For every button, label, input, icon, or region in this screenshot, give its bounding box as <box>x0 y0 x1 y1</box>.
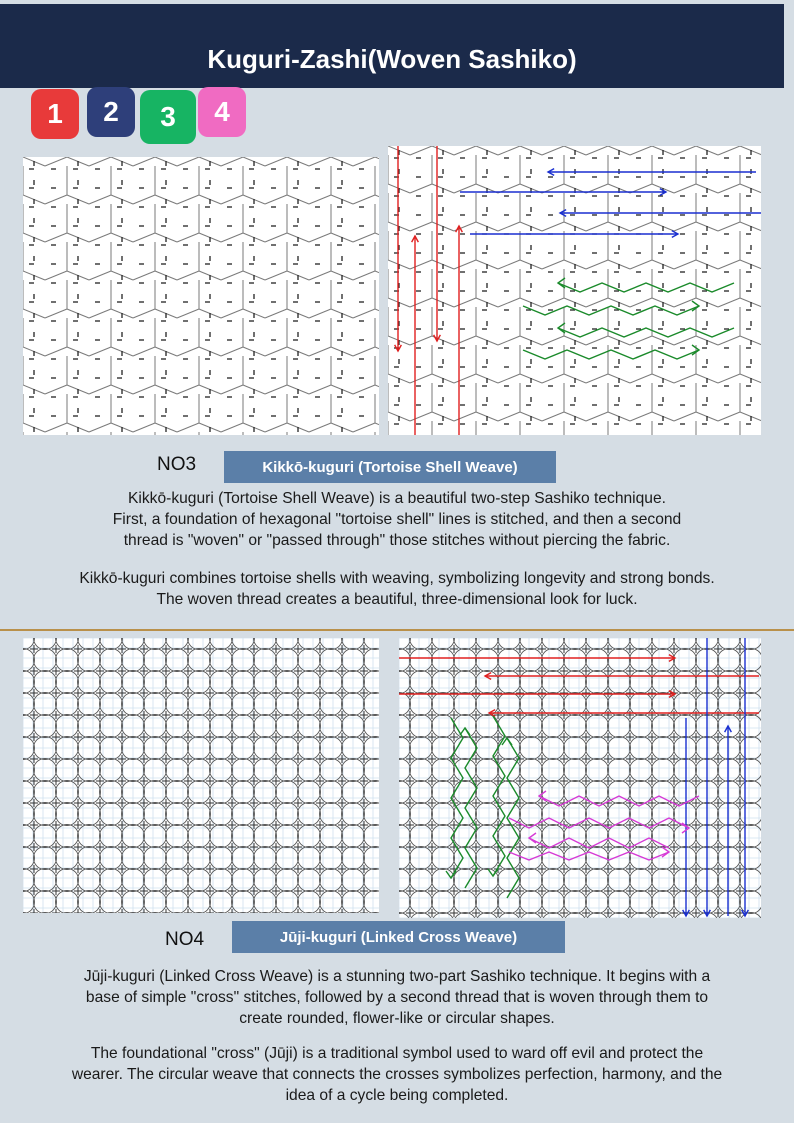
tab-2[interactable]: 2 <box>87 87 135 137</box>
tab-1[interactable]: 1 <box>31 89 79 139</box>
hexagon-woven-svg <box>388 146 761 435</box>
tab-3[interactable]: 3 <box>140 90 196 144</box>
tab-4[interactable]: 4 <box>198 87 246 137</box>
kikko-base-pattern <box>23 157 379 435</box>
page-title: Kuguri-Zashi(Woven Sashiko) <box>207 43 577 74</box>
section4-number: NO4 <box>165 929 205 950</box>
hexagon-pattern-svg <box>23 157 379 435</box>
section3-number: NO3 <box>157 454 197 475</box>
section3-symbolism: Kikkō-kuguri combines tortoise shells wi… <box>79 570 715 608</box>
section3-title: Kikkō-kuguri (Tortoise Shell Weave) <box>224 451 556 483</box>
cross-woven-svg <box>399 638 761 918</box>
kikko-woven-diagram <box>388 146 761 435</box>
section4-symbolism: The foundational "cross" (Jūji) is a tra… <box>71 1045 723 1104</box>
page-header: Kuguri-Zashi(Woven Sashiko) <box>0 4 784 88</box>
juji-base-pattern <box>23 638 379 913</box>
section4-title: Jūji-kuguri (Linked Cross Weave) <box>232 921 565 953</box>
section-divider <box>0 629 794 631</box>
juji-woven-diagram <box>399 638 761 918</box>
section3-description: Kikkō-kuguri (Tortoise Shell Weave) is a… <box>112 490 682 549</box>
cross-pattern-svg <box>23 638 379 913</box>
section4-description: Jūji-kuguri (Linked Cross Weave) is a st… <box>83 968 711 1027</box>
